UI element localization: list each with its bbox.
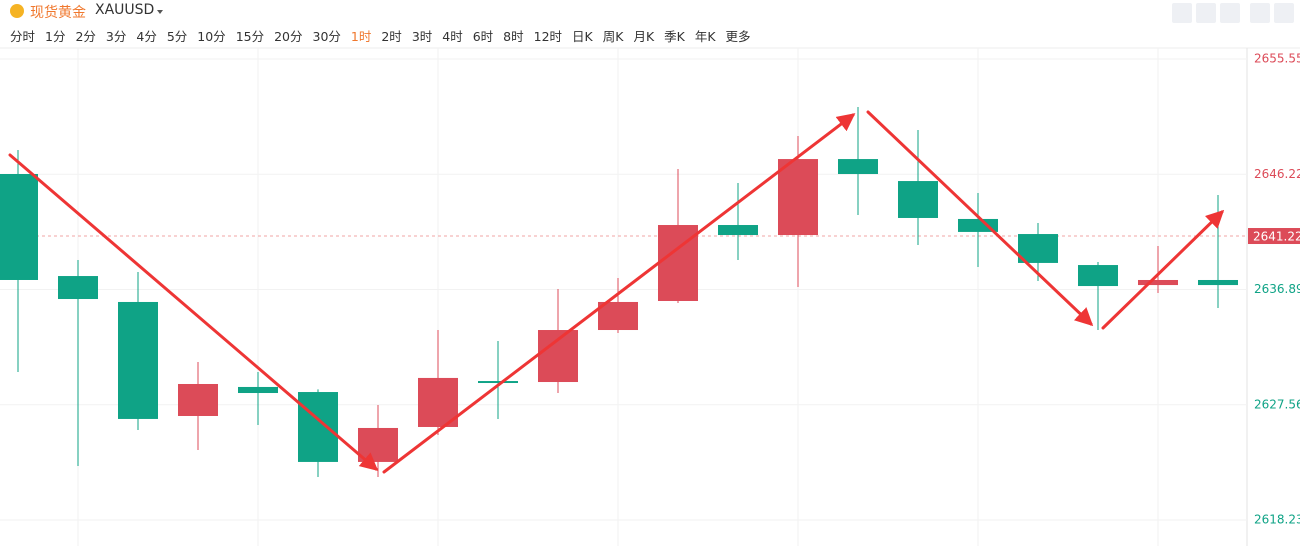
period-tab[interactable]: 5分 <box>166 29 188 44</box>
header: 现货黄金 XAUUSD <box>0 0 1300 23</box>
annotations <box>8 110 1225 474</box>
candle-body <box>238 386 278 394</box>
tool-button[interactable] <box>1172 3 1192 23</box>
tool-button[interactable] <box>1250 3 1270 23</box>
candle-body <box>958 218 998 232</box>
period-tab[interactable]: 更多 <box>725 29 751 44</box>
period-tab[interactable]: 4时 <box>442 29 463 44</box>
tool-button[interactable] <box>1220 3 1240 23</box>
trend-arrow <box>1101 209 1225 330</box>
y-tick-label: 2655.55 <box>1254 52 1300 66</box>
period-tab[interactable]: 10分 <box>197 29 226 44</box>
period-tab[interactable]: 20分 <box>274 29 303 44</box>
candle-body <box>1198 279 1238 286</box>
period-tab[interactable]: 30分 <box>312 29 341 44</box>
y-tick-label: 2636.89 <box>1254 282 1300 296</box>
period-tab[interactable]: 月K <box>633 29 655 44</box>
period-tab[interactable]: 1分 <box>45 29 66 44</box>
period-tab[interactable]: 15分 <box>235 29 265 44</box>
tool-button[interactable] <box>1196 3 1216 23</box>
candle-body <box>718 225 758 236</box>
period-tab[interactable]: 2分 <box>75 29 96 44</box>
candle-body <box>118 301 158 419</box>
period-tab[interactable]: 8时 <box>503 29 524 44</box>
period-tab[interactable]: 2时 <box>381 29 402 44</box>
period-tab[interactable]: 3分 <box>105 29 127 44</box>
candle-body <box>0 174 38 280</box>
candle-body <box>898 181 938 218</box>
candle-body <box>58 276 98 300</box>
instrument-symbol[interactable]: XAUUSD <box>95 2 155 18</box>
period-tab[interactable]: 1时 <box>350 29 372 44</box>
period-tab[interactable]: 日K <box>572 29 593 44</box>
trend-arrow <box>8 153 379 471</box>
y-tick-label: 2627.56 <box>1254 397 1300 411</box>
candle-body <box>598 301 638 331</box>
symbol-icon <box>10 4 24 18</box>
candle-body <box>1078 265 1118 287</box>
candle-body <box>1018 234 1058 263</box>
trend-arrow <box>866 110 1094 327</box>
period-tab[interactable]: 3时 <box>411 29 433 44</box>
trend-arrow <box>382 113 856 474</box>
candle-body <box>418 377 458 427</box>
candle-body <box>478 381 518 384</box>
last-price-box <box>1248 228 1300 245</box>
period-tab[interactable]: 4分 <box>136 29 157 44</box>
period-tab[interactable]: 12时 <box>533 29 563 44</box>
y-tick-label: 2618.23 <box>1254 513 1300 527</box>
candle-body <box>178 383 218 416</box>
period-tab[interactable]: 周K <box>602 29 624 44</box>
last-price-label: 2641.22 <box>1253 230 1300 244</box>
period-tab[interactable]: 季K <box>664 29 685 44</box>
candle-body <box>838 159 878 175</box>
candle-body <box>778 159 818 236</box>
instrument-title[interactable]: 现货黄金 <box>30 5 86 21</box>
period-tab[interactable]: 分时 <box>10 29 36 44</box>
candle-body <box>1138 279 1178 286</box>
period-tab[interactable]: 年K <box>694 29 716 44</box>
dropdown-caret[interactable] <box>157 10 163 14</box>
period-tab[interactable]: 6时 <box>472 29 494 44</box>
period-bar: 分时 1分 2分 3分 4分 5分 10分 15分 20分 30分 1时 2时 3时 4时 6时 8时 12时日… <box>10 26 761 44</box>
close-button[interactable] <box>1274 3 1294 23</box>
candle-body <box>298 392 338 462</box>
y-tick-label: 2646.22 <box>1254 167 1300 181</box>
